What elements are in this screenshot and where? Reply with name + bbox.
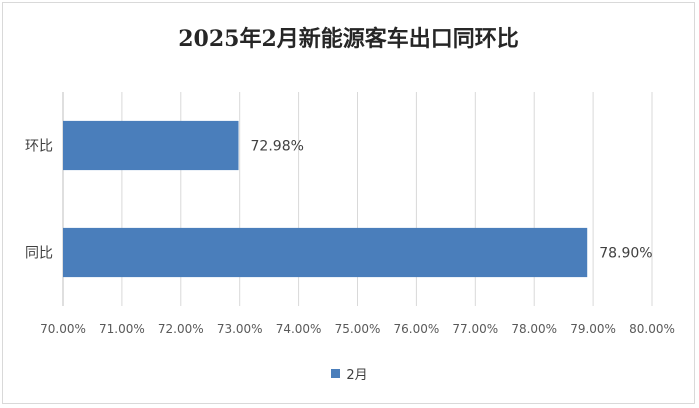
x-tick-label: 74.00% bbox=[276, 322, 322, 336]
x-tick-label: 72.00% bbox=[158, 322, 204, 336]
x-tick-label: 77.00% bbox=[452, 322, 498, 336]
x-tick-label: 70.00% bbox=[40, 322, 86, 336]
chart-frame: 2025年2月新能源客车出口同环比 bbox=[2, 2, 695, 404]
bar bbox=[63, 120, 239, 171]
data-label: 72.98% bbox=[251, 139, 304, 155]
legend-swatch bbox=[331, 369, 341, 378]
x-tick-label: 78.00% bbox=[511, 322, 557, 336]
chart-title: 2025年2月新能源客车出口同环比 bbox=[178, 26, 519, 52]
x-tick-label: 71.00% bbox=[99, 322, 145, 336]
x-tick-label: 79.00% bbox=[570, 322, 616, 336]
category-label: 环比 bbox=[25, 139, 53, 155]
legend-label: 2月 bbox=[346, 368, 368, 383]
x-tick-label: 76.00% bbox=[394, 322, 440, 336]
x-tick-label: 73.00% bbox=[217, 322, 263, 336]
chart-legend: 2月 bbox=[0, 364, 699, 383]
x-tick-label: 80.00% bbox=[629, 322, 675, 336]
x-tick-label: 75.00% bbox=[335, 322, 381, 336]
data-label: 78.90% bbox=[599, 246, 652, 262]
bar bbox=[63, 227, 588, 278]
category-label: 同比 bbox=[25, 246, 53, 262]
